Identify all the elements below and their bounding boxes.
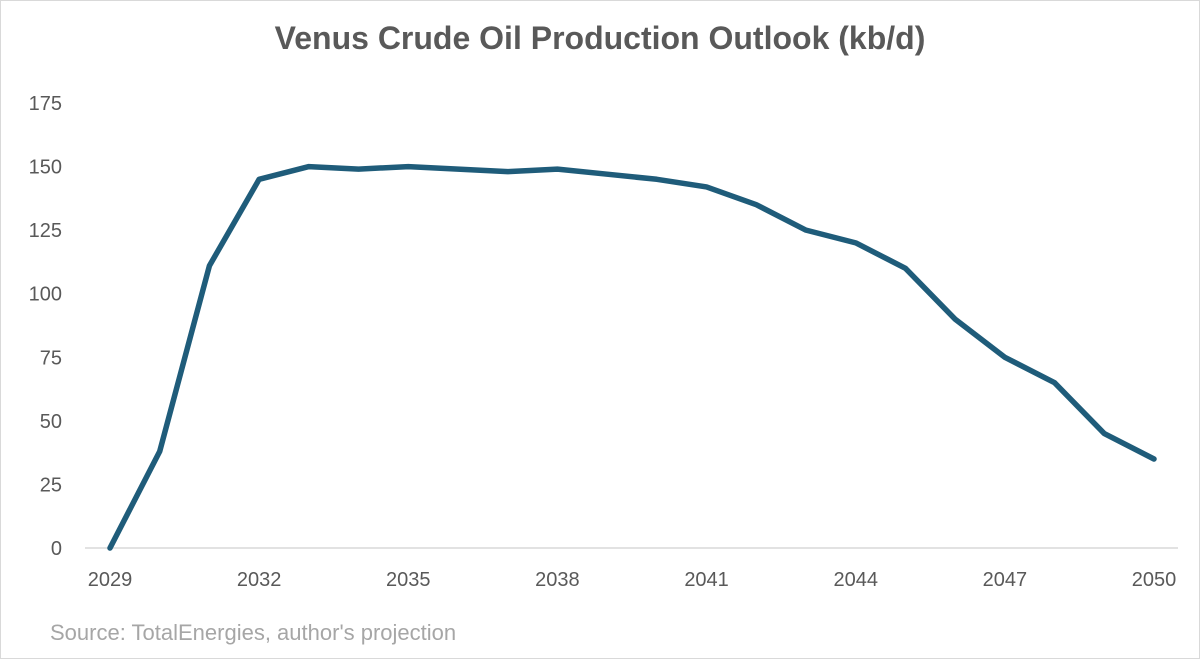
series-line	[107, 163, 1157, 551]
y-axis-ticks: 0 25 50 75 100 125 150 175	[29, 93, 62, 560]
x-tick-label: 2047	[983, 569, 1028, 591]
y-tick-label: 100	[29, 284, 62, 306]
x-tick-label: 2050	[1132, 569, 1177, 591]
source-note: Source: TotalEnergies, author's projecti…	[50, 620, 457, 645]
x-tick-label: 2035	[386, 569, 431, 591]
series-group	[107, 163, 1157, 551]
y-tick-label: 50	[40, 411, 62, 433]
y-tick-label: 75	[40, 347, 62, 369]
x-tick-label: 2041	[684, 569, 729, 591]
x-tick-label: 2038	[535, 569, 580, 591]
y-tick-label: 150	[29, 157, 62, 179]
y-tick-label: 0	[51, 538, 62, 560]
chart-title: Venus Crude Oil Production Outlook (kb/d…	[274, 20, 926, 56]
y-tick-label: 25	[40, 474, 62, 496]
y-tick-label: 125	[29, 220, 62, 242]
x-tick-label: 2029	[88, 569, 133, 591]
x-tick-label: 2032	[237, 569, 282, 591]
x-tick-label: 2044	[833, 569, 878, 591]
y-tick-label: 175	[29, 93, 62, 115]
x-axis-ticks: 2029 2032 2035 2038 2041 2044 2047 2050	[88, 569, 1177, 591]
